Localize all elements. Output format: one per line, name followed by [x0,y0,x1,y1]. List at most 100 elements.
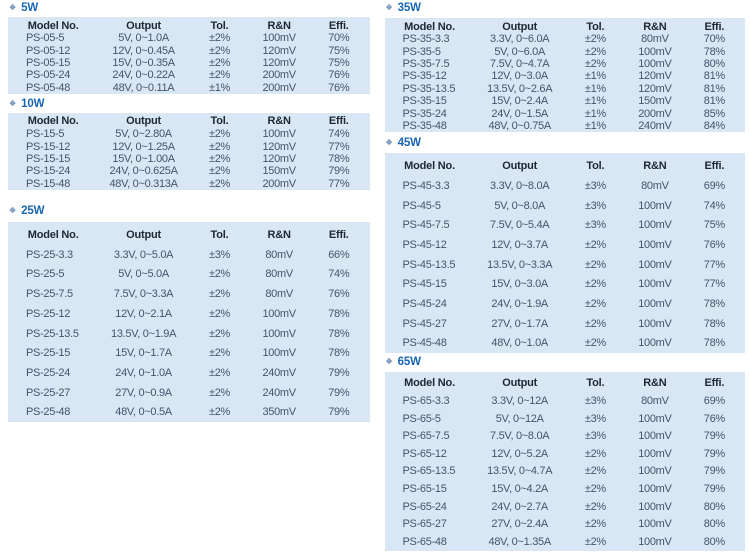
cell-model: PS-25-12 [26,307,71,320]
diamond-bullet-icon: ❖ [385,357,393,367]
section-title-35w: ❖ 35W [385,2,746,14]
cell-model: PS-25-27 [26,386,71,399]
cell-effi: 78% [328,327,350,340]
column-header-tol: Tol. [586,377,605,390]
column-header-rn: R&N [267,19,291,32]
cell-effi: 76% [328,69,350,82]
cell-model: PS-65-27 [402,518,447,531]
cell-output: 27V, 0~0.9A [115,386,172,399]
column-header-model: Model No. [404,377,455,390]
cell-effi: 74% [328,268,350,281]
cell-output: 3.3V, 0~5.0A [113,248,174,261]
cell-output: 5V, 0~6.0A [494,45,546,58]
column-header-tol: Tol. [586,20,605,33]
section-title-label: 45W [397,137,421,150]
cell-effi: 78% [703,317,725,330]
cell-output: 24V, 0~1.0A [115,366,172,379]
table-row: PS-25-15 15V, 0~1.7A ±2% 100mV 78% [8,343,370,363]
cell-tol: ±3% [584,412,606,425]
cell-effi: 78% [328,152,350,165]
table-row: PS-45-13.5 13.5V, 0~3.3A ±2% 100mV 77% [385,255,746,275]
cell-output: 3.3V, 0~8.0A [490,179,550,192]
cell-model: PS-65-15 [402,483,447,496]
column-header-rn: R&N [643,160,667,173]
cell-rn: 100mV [262,32,296,45]
table-row: PS-25-13.5 13.5V, 0~1.9A ±2% 100mV 78% [8,324,370,344]
right-column: ❖ 35W Model No. Output Tol. R&N Effi. PS-35-3.3… [384,1,746,560]
cell-model: PS-35-15 [402,95,447,108]
column-header-model: Model No. [27,228,79,241]
cell-rn: 100mV [262,327,296,340]
column-header-effi: Effi. [328,115,349,128]
cell-tol: ±2% [584,483,606,496]
cell-rn: 100mV [262,347,296,360]
cell-tol: ±2% [584,317,606,330]
column-header-effi: Effi. [704,377,725,390]
cell-rn: 100mV [638,219,672,232]
cell-model: PS-35-7.5 [402,57,450,70]
diamond-bullet-icon: ❖ [9,3,17,12]
cell-effi: 76% [703,239,725,252]
section-title-label: 5W [21,2,39,14]
cell-tol: ±2% [584,465,606,478]
cell-tol: ±2% [208,307,230,320]
cell-rn: 120mV [638,70,672,83]
cell-tol: ±2% [208,406,230,419]
cell-rn: 100mV [262,128,296,141]
table-row: PS-15-12 12V, 0~1.25A ±2% 120mV 77% [8,140,370,153]
cell-model: PS-35-24 [402,107,447,120]
cell-effi: 80% [703,57,725,70]
cell-model: PS-25-48 [26,406,71,419]
cell-effi: 79% [328,386,350,399]
table-row: PS-35-13.5 13.5V, 0~2.6A ±1% 120mV 81% [385,83,746,95]
cell-output: 3.3V, 0~12A [491,395,548,408]
cell-effi: 74% [703,199,725,212]
cell-tol: ±1% [208,81,230,94]
diamond-bullet-icon: ❖ [9,205,17,215]
cell-rn: 100mV [638,465,672,478]
cell-output: 27V, 0~1.7A [491,317,548,330]
cell-tol: ±3% [208,248,230,261]
cell-tol: ±2% [208,128,230,141]
cell-tol: ±2% [208,177,230,190]
cell-tol: ±2% [208,140,230,153]
cell-output: 48V, 0~0.313A [109,177,178,190]
cell-effi: 77% [328,177,350,190]
cell-model: PS-35-12 [402,70,447,83]
cell-rn: 240mV [638,119,672,132]
cell-output: 13.5V, 0~2.6A [487,82,553,95]
cell-effi: 69% [703,395,725,408]
cell-tol: ±2% [208,327,230,340]
table-row: PS-45-5 5V, 0~8.0A ±3% 100mV 74% [385,196,746,216]
cell-rn: 200mV [262,81,296,94]
cell-rn: 100mV [638,317,672,330]
cell-output: 24V, 0~1.9A [491,298,548,311]
column-header-tol: Tol. [210,19,229,32]
cell-rn: 100mV [638,500,672,513]
cell-tol: ±2% [208,56,230,69]
table-row: PS-25-24 24V, 0~1.0A ±2% 240mV 79% [8,363,370,383]
table-row: PS-05-48 48V, 0~0.11A ±1% 200mV 76% [8,82,370,94]
spec-table-10w: Model No. Output Tol. R&N Effi. PS-15-5 5V, 0~… [8,112,370,190]
table-row: PS-35-15 15V, 0~2.4A ±1% 150mV 81% [385,95,746,107]
cell-output: 5V, 0~1.0A [118,32,169,45]
cell-tol: ±2% [208,386,230,399]
table-header-row: Model No. Output Tol. R&N Effi. [385,153,746,176]
cell-model: PS-15-24 [26,165,71,178]
column-header-model: Model No. [404,20,455,33]
column-header-effi: Effi. [328,19,349,32]
cell-effi: 81% [703,82,725,95]
cell-effi: 79% [703,430,725,443]
cell-output: 12V, 0~5.2A [491,447,548,460]
table-row: PS-25-27 27V, 0~0.9A ±2% 240mV 79% [8,383,370,403]
cell-model: PS-45-3.3 [402,179,450,192]
cell-effi: 66% [328,248,350,261]
table-row: PS-05-5 5V, 0~1.0A ±2% 100mV 70% [8,32,370,44]
cell-output: 12V, 0~3.7A [491,239,548,252]
cell-rn: 100mV [262,307,296,320]
section-title-5w: ❖ 5W [8,2,370,14]
cell-rn: 80mV [641,179,669,192]
cell-rn: 80mV [265,248,293,261]
cell-output: 27V, 0~2.4A [491,518,548,531]
cell-effi: 74% [328,128,350,141]
